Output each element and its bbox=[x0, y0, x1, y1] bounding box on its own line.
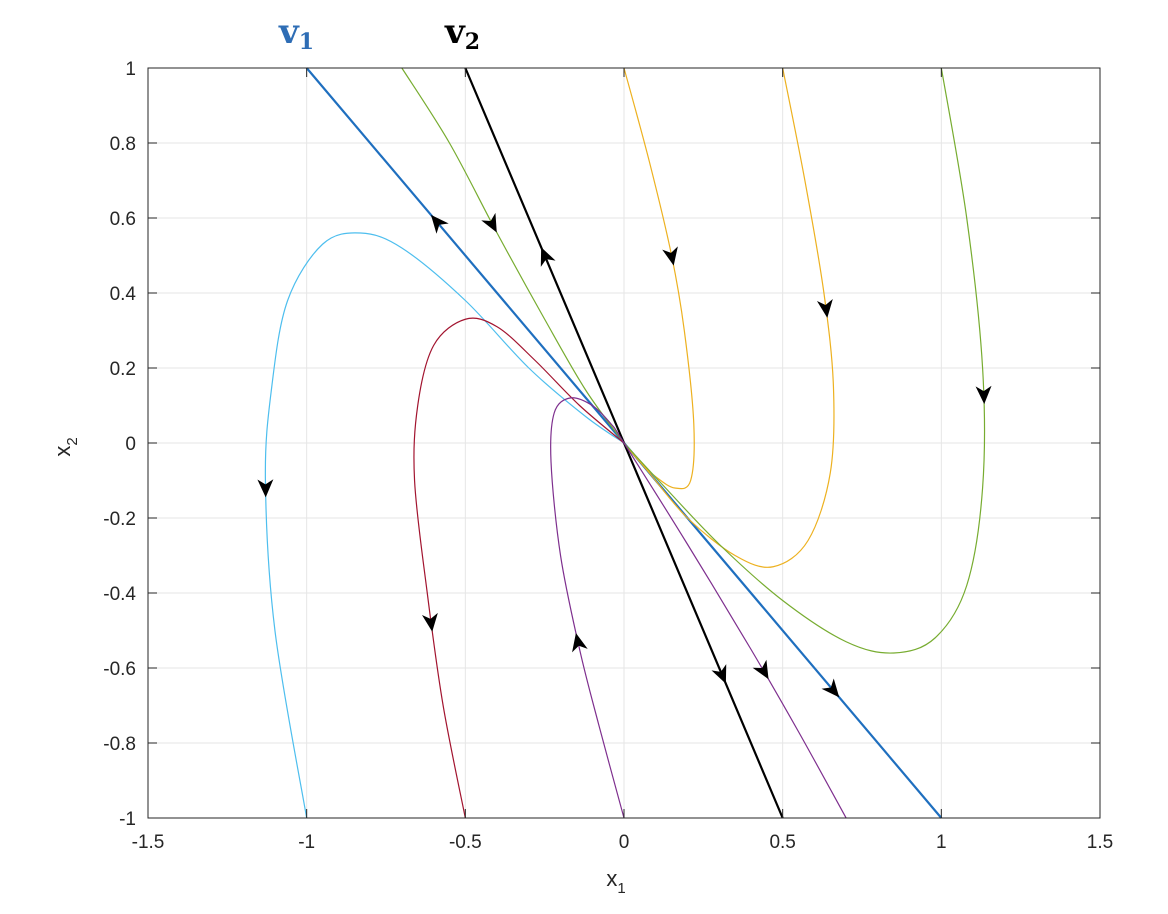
y-tick-label: -0.8 bbox=[103, 734, 136, 755]
y-tick-label: -1 bbox=[119, 809, 136, 830]
trajectory-line bbox=[413, 317, 625, 819]
direction-arrow bbox=[540, 247, 556, 267]
eigenvector-v2-subscript: 2 bbox=[465, 29, 480, 55]
x-tick-label: 1.5 bbox=[1087, 832, 1113, 853]
y-tick-label: 0.2 bbox=[110, 359, 136, 380]
y-axis-label: x2 bbox=[50, 437, 81, 456]
direction-arrow bbox=[481, 212, 497, 233]
direction-arrow bbox=[430, 214, 449, 234]
x-tick-label: -0.5 bbox=[449, 832, 482, 853]
direction-arrow bbox=[421, 612, 438, 632]
x-tick-label: 0.5 bbox=[769, 832, 795, 853]
direction-arrow bbox=[662, 246, 678, 266]
trajectory-line bbox=[550, 397, 847, 819]
trajectory-line bbox=[264, 232, 625, 819]
direction-arrow bbox=[821, 678, 840, 698]
y-tick-label: -0.6 bbox=[103, 659, 136, 680]
x-axis-label: x1 bbox=[606, 866, 625, 897]
y-axis-label-subscript: 2 bbox=[64, 437, 81, 445]
tick-layer: -1.5 -1 -0.5 0 0.5 1 1.5-1-0.8-0.6-0.4-0.200.2… bbox=[103, 59, 1113, 853]
y-tick-label: -0.2 bbox=[103, 509, 136, 530]
trajectory-line bbox=[401, 67, 625, 444]
x-tick-label: 1 bbox=[936, 832, 947, 853]
eigenvector-v1-subscript: 1 bbox=[299, 29, 314, 55]
y-tick-label: 1 bbox=[125, 59, 136, 80]
y-tick-label: 0.8 bbox=[110, 134, 136, 155]
direction-arrow bbox=[975, 385, 992, 405]
trajectory-line bbox=[623, 67, 986, 654]
eigenvector-v2-label: v2 bbox=[444, 12, 480, 55]
arrow-layer bbox=[257, 212, 992, 698]
direction-arrow bbox=[572, 633, 588, 653]
trajectory-line bbox=[623, 67, 835, 568]
y-tick-label: 0 bbox=[125, 434, 136, 455]
y-tick-label: 0.4 bbox=[110, 284, 137, 305]
direction-arrow bbox=[257, 479, 274, 498]
x-tick-label: 0 bbox=[619, 832, 630, 853]
y-tick-label: 0.6 bbox=[110, 209, 136, 230]
eigenvector-v1-label: v1 bbox=[278, 12, 314, 55]
trajectory-line bbox=[623, 67, 695, 490]
x-tick-label: -1 bbox=[298, 832, 315, 853]
direction-arrow bbox=[711, 664, 727, 684]
y-tick-label: -0.4 bbox=[103, 584, 136, 605]
direction-arrow bbox=[752, 659, 769, 680]
x-tick-label: -1.5 bbox=[132, 832, 165, 853]
x-axis-label-subscript: 1 bbox=[617, 880, 625, 897]
direction-arrow bbox=[816, 298, 833, 318]
